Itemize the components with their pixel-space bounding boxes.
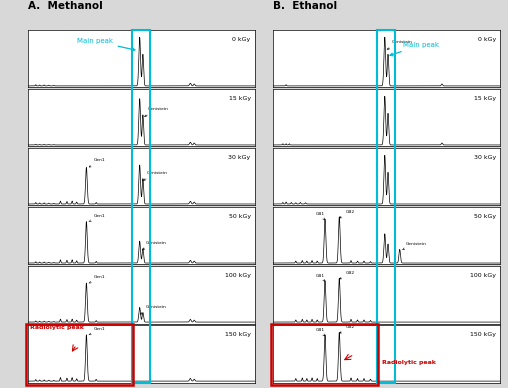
Text: 0 kGy: 0 kGy: [478, 37, 496, 42]
Text: Genistein: Genistein: [387, 40, 412, 49]
Text: 100 kGy: 100 kGy: [470, 273, 496, 278]
Text: GB1: GB1: [315, 274, 325, 281]
Text: Gen1: Gen1: [89, 214, 106, 222]
Text: GB1: GB1: [315, 212, 325, 220]
Text: Genistein: Genistein: [145, 107, 169, 116]
Text: A.  Methanol: A. Methanol: [28, 1, 103, 11]
Text: 50 kGy: 50 kGy: [473, 214, 496, 219]
Text: Radiolytic peak: Radiolytic peak: [30, 326, 84, 331]
Text: Genistein: Genistein: [403, 241, 427, 249]
Text: 100 kGy: 100 kGy: [225, 273, 251, 278]
Text: 30 kGy: 30 kGy: [473, 155, 496, 160]
Text: GB2: GB2: [340, 210, 355, 218]
Text: GB2: GB2: [340, 271, 355, 279]
Text: 50 kGy: 50 kGy: [229, 214, 251, 219]
Text: Main peak: Main peak: [390, 42, 439, 56]
Text: Gen1: Gen1: [89, 327, 106, 335]
Text: GB1: GB1: [315, 328, 325, 336]
Text: 150 kGy: 150 kGy: [470, 332, 496, 337]
Text: Radiolytic peak: Radiolytic peak: [382, 360, 436, 365]
Text: 15 kGy: 15 kGy: [229, 96, 251, 101]
Text: Gen1: Gen1: [89, 275, 106, 283]
Text: Genistein: Genistein: [143, 171, 168, 180]
Text: Main peak: Main peak: [77, 38, 135, 51]
Text: 30 kGy: 30 kGy: [229, 155, 251, 160]
Text: 15 kGy: 15 kGy: [473, 96, 496, 101]
Text: Genistein: Genistein: [140, 305, 167, 314]
Text: Gen1: Gen1: [89, 158, 106, 167]
Text: 150 kGy: 150 kGy: [225, 332, 251, 337]
Text: B.  Ethanol: B. Ethanol: [273, 1, 337, 11]
Text: GB2: GB2: [340, 326, 355, 333]
Text: Genistein: Genistein: [143, 241, 167, 249]
Text: 0 kGy: 0 kGy: [233, 37, 251, 42]
